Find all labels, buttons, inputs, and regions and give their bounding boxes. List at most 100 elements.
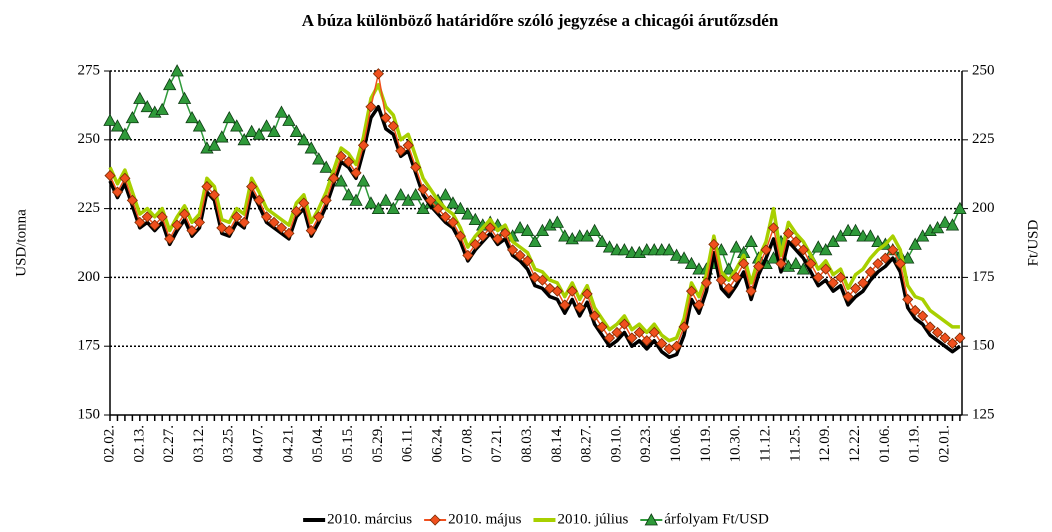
- y2-tick-label: 175: [972, 269, 995, 285]
- data-point: [924, 321, 936, 333]
- data-point: [566, 285, 578, 297]
- data-point: [871, 234, 885, 248]
- data-point: [738, 258, 750, 270]
- data-point: [439, 211, 452, 223]
- data-point: [559, 299, 571, 311]
- data-point: [931, 326, 944, 339]
- series-line: [109, 73, 961, 350]
- data-point: [462, 249, 474, 261]
- data-point: [156, 211, 168, 223]
- x-tick-label: 10.06.: [668, 425, 684, 463]
- data-point: [641, 335, 653, 347]
- data-point: [417, 183, 429, 195]
- data-point: [313, 211, 325, 223]
- x-tick-label: 05.04.: [310, 425, 326, 463]
- data-point: [305, 225, 317, 237]
- data-point: [678, 321, 690, 333]
- data-point: [223, 225, 235, 237]
- data-point: [677, 251, 691, 264]
- data-point: [260, 211, 273, 223]
- data-point: [946, 337, 959, 350]
- data-point: [611, 326, 623, 339]
- legend-label: árfolyam Ft/USD: [664, 511, 769, 527]
- x-tick-label: 08.03.: [519, 425, 535, 463]
- x-tick-label: 12.09.: [817, 425, 833, 463]
- data-point: [402, 139, 414, 151]
- data-point: [684, 256, 699, 270]
- data-point: [379, 193, 393, 206]
- y-tick-label: 175: [78, 338, 101, 354]
- data-point: [520, 223, 535, 237]
- data-point: [644, 513, 658, 526]
- data-point: [805, 258, 817, 270]
- data-point: [513, 221, 527, 234]
- data-point: [244, 124, 259, 137]
- x-tick-label: 06.24.: [429, 425, 445, 463]
- data-point: [819, 243, 833, 256]
- y2-tick-label: 250: [972, 62, 995, 78]
- data-point: [297, 132, 311, 146]
- data-point: [656, 337, 668, 350]
- data-point: [820, 263, 832, 275]
- series-line: [108, 83, 960, 343]
- data-point: [334, 174, 348, 187]
- data-point: [252, 127, 266, 140]
- data-point: [551, 285, 563, 297]
- data-point: [178, 208, 191, 220]
- data-point: [110, 119, 125, 132]
- series: [108, 83, 960, 343]
- data-point: [469, 238, 481, 250]
- data-point: [939, 332, 951, 344]
- data-point: [796, 262, 811, 275]
- data-point: [119, 172, 131, 184]
- data-point: [186, 225, 198, 237]
- data-point: [432, 203, 444, 215]
- data-point: [618, 318, 630, 330]
- data-point: [872, 258, 884, 270]
- data-point: [275, 222, 288, 234]
- x-tick-label: 02.01.: [936, 425, 952, 463]
- data-point: [349, 193, 363, 206]
- data-point: [357, 139, 370, 151]
- data-point: [328, 172, 340, 184]
- data-point: [155, 102, 169, 115]
- data-point: [438, 188, 453, 201]
- data-point: [492, 233, 504, 245]
- data-point: [835, 271, 847, 283]
- data-point: [111, 186, 124, 198]
- x-tick-label: 09.10.: [608, 425, 624, 463]
- data-point: [246, 181, 258, 193]
- data-point: [857, 277, 869, 289]
- data-point: [298, 197, 310, 209]
- data-point: [177, 91, 192, 104]
- data-point: [848, 223, 863, 237]
- data-point: [126, 194, 138, 206]
- x-tick-label: 04.07.: [251, 425, 267, 463]
- data-point: [849, 282, 862, 294]
- data-point: [304, 141, 318, 154]
- data-point: [103, 113, 117, 126]
- data-point: [446, 196, 460, 209]
- x-tick-label: 04.21.: [280, 425, 296, 463]
- data-point: [558, 229, 572, 242]
- x-tick-label: 05.29.: [370, 425, 386, 463]
- data-point: [938, 215, 952, 228]
- data-point: [356, 174, 371, 187]
- data-point: [290, 205, 302, 217]
- data-point: [372, 68, 384, 80]
- data-point: [782, 227, 795, 239]
- data-point: [380, 112, 392, 124]
- data-point: [104, 170, 116, 182]
- legend-label: 2010. július: [557, 511, 628, 527]
- data-point: [283, 227, 295, 239]
- data-point: [864, 266, 877, 278]
- data-point: [879, 252, 891, 264]
- data-point: [230, 119, 244, 132]
- data-point: [364, 196, 378, 209]
- data-point: [134, 216, 146, 228]
- data-point: [343, 156, 355, 168]
- data-point: [125, 110, 140, 124]
- data-point: [945, 218, 960, 231]
- data-point: [790, 236, 802, 248]
- data-point: [162, 77, 177, 91]
